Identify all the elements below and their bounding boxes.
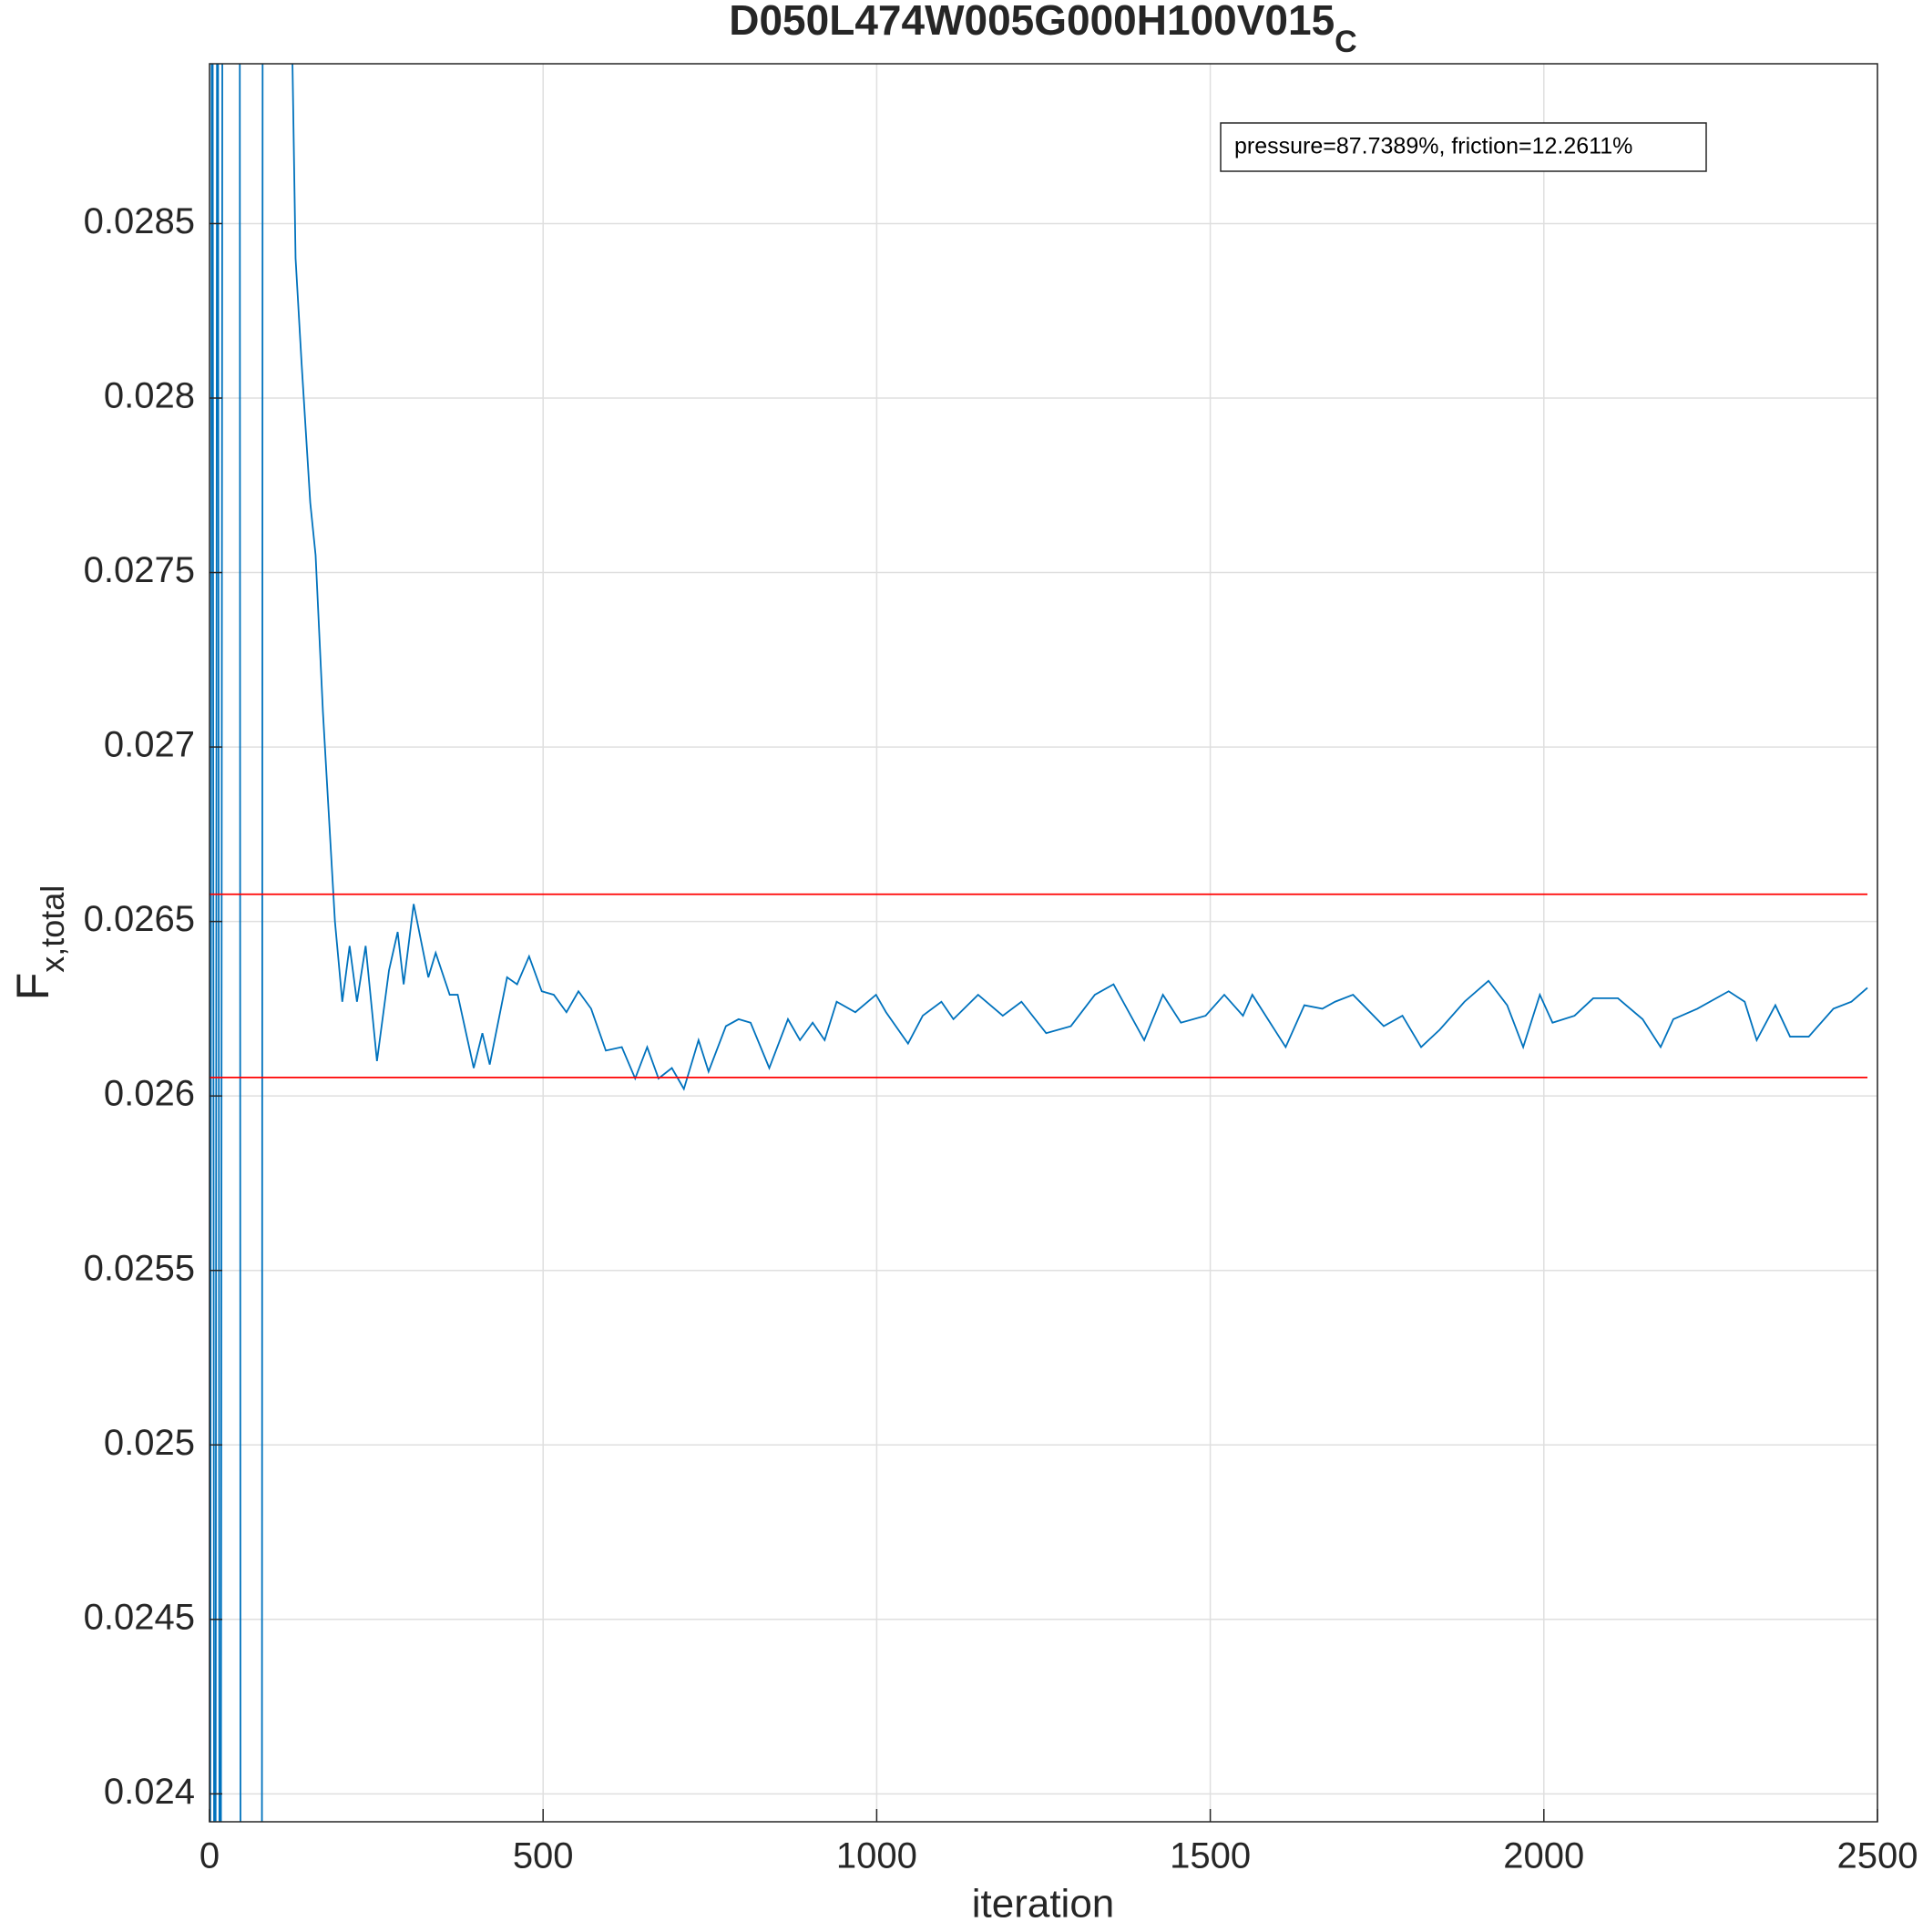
y-tick-label: 0.0275 (84, 550, 195, 590)
annotation-box (1220, 122, 1707, 172)
plot-area (210, 64, 1877, 1822)
y-tick-label: 0.027 (104, 725, 195, 765)
x-tick-label: 2500 (1837, 1836, 1918, 1876)
y-tick-label: 0.0255 (84, 1248, 195, 1288)
y-tick-label: 0.028 (104, 376, 195, 416)
y-tick-label: 0.0265 (84, 899, 195, 939)
title-main: D050L474W005G000H100V015 (729, 0, 1335, 44)
axes-box (209, 63, 1878, 1823)
labels: 0.024 0.0245 0.025 0.0255 0.026 0.0265 0.027 0.… (84, 201, 1918, 1876)
data-line (210, 64, 1868, 1822)
x-tick-label: 2000 (1503, 1836, 1584, 1876)
x-axis-label: iteration (972, 1882, 1115, 1927)
y-tick-label: 0.024 (104, 1772, 195, 1812)
x-tick-label: 1500 (1170, 1836, 1251, 1876)
y-axis-label: Fx,total (7, 885, 70, 1001)
y-tick-label: 0.026 (104, 1074, 195, 1114)
y-label-main: F (7, 973, 58, 1001)
y-label-subscript: x,total (34, 885, 71, 973)
y-tick-label: 0.025 (104, 1423, 195, 1463)
x-tick-label: 0 (199, 1836, 220, 1876)
y-tick-label: 0.0285 (84, 201, 195, 241)
plot-lines (210, 64, 1868, 1822)
title-subscript: C (1335, 25, 1357, 59)
x-tick-label: 500 (513, 1836, 574, 1876)
chart-title: D050L474W005G000H100V015C (729, 0, 1356, 59)
x-tick-label: 1000 (836, 1836, 917, 1876)
annotation: pressure=87.7389%, friction=12.2611% (1234, 134, 1632, 159)
y-tick-label: 0.0245 (84, 1597, 195, 1637)
